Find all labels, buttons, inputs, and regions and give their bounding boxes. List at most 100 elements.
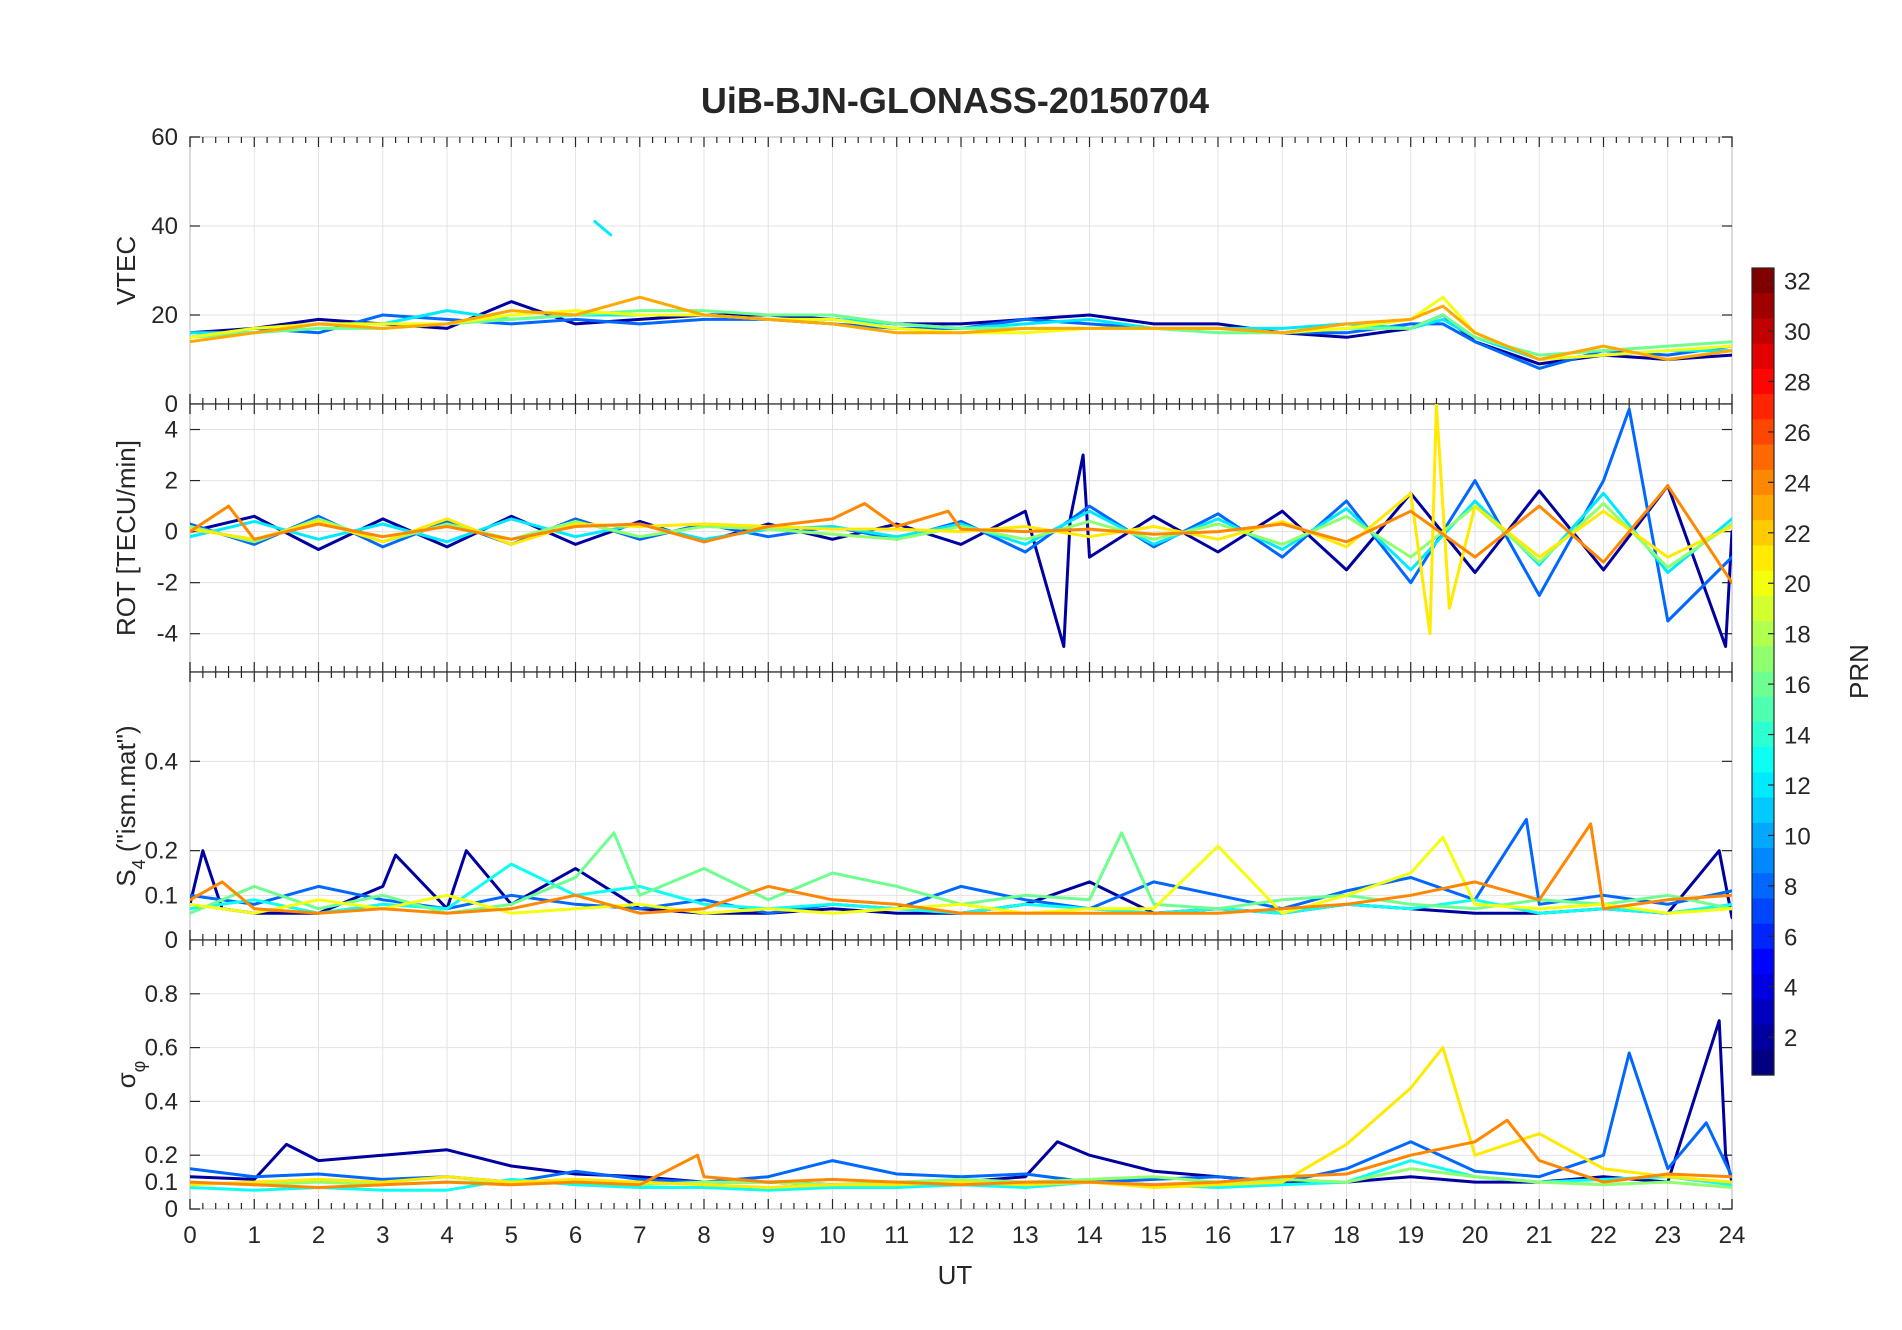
x-tick-label: 8 (697, 1222, 710, 1249)
colorbar-segment (1752, 368, 1774, 395)
colorbar-segment (1752, 671, 1774, 698)
y-tick-label: 60 (151, 124, 178, 151)
series-line-prn-23 (190, 295, 1732, 361)
vtec-outlier-segment (593, 220, 613, 237)
y-tick-label: 0.2 (145, 1142, 178, 1169)
series-group (190, 220, 1732, 370)
colorbar-tick-label: 14 (1784, 723, 1811, 750)
y-axis-label: S4 ("ism.mat") (111, 725, 149, 886)
colorbar-segment (1752, 1049, 1774, 1076)
colorbar-segment (1752, 595, 1774, 622)
x-tick-label: 22 (1590, 1222, 1617, 1249)
x-tick-label: 1 (248, 1222, 261, 1249)
colorbar-tick-label: 22 (1784, 521, 1811, 548)
colorbar-segment (1752, 898, 1774, 925)
colorbar-segment (1752, 293, 1774, 320)
colorbar-tick-label: 16 (1784, 672, 1811, 699)
x-tick-label: 19 (1397, 1222, 1424, 1249)
colorbar-label: PRN (1844, 644, 1874, 699)
y-tick-label: 0.6 (145, 1035, 178, 1062)
series-group (190, 1019, 1732, 1192)
colorbar-segment (1752, 419, 1774, 446)
y-tick-label: 2 (165, 468, 178, 495)
colorbar-segment (1752, 268, 1774, 294)
series-line-prn-24 (190, 822, 1732, 915)
colorbar-segment (1752, 873, 1774, 900)
subplot-rot: -4 -2 0 2 4 ROT [TECU/min] (111, 403, 1733, 673)
x-tick-label: 23 (1654, 1222, 1681, 1249)
colorbar-segment (1752, 721, 1774, 748)
y-axis-label: σφ (111, 1061, 149, 1089)
colorbar-tick-label: 24 (1784, 470, 1811, 497)
colorbar-segment (1752, 570, 1774, 597)
y-tick-label: 0.2 (145, 838, 178, 865)
colorbar-segment (1752, 621, 1774, 647)
x-tick-label: 10 (819, 1222, 846, 1249)
x-tick-label: 13 (1012, 1222, 1039, 1249)
x-tick-label: 14 (1076, 1222, 1103, 1249)
y-tick-label: 40 (151, 213, 178, 240)
colorbar-frame (1751, 267, 1775, 1076)
subplot-sigma: 00.10.2 0.4 0.6 0.8 σφ (111, 939, 1733, 1223)
x-axis-label: UT (938, 1260, 973, 1290)
colorbar-segment (1752, 545, 1774, 572)
colorbar-segment (1752, 923, 1774, 950)
x-tick-label: 2 (312, 1222, 325, 1249)
colorbar-segment (1752, 394, 1774, 420)
x-tick-label: 9 (762, 1222, 775, 1249)
series-line-prn-24 (190, 484, 1732, 585)
colorbar-segment (1752, 444, 1774, 471)
y-tick-label: 20 (151, 302, 178, 329)
series-line-prn-12 (190, 491, 1732, 574)
colorbar-segment (1752, 948, 1774, 975)
series-line-prn-8 (190, 817, 1732, 915)
x-tick-label: 20 (1462, 1222, 1489, 1249)
y-tick-label: 0 (165, 391, 178, 418)
colorbar-segment (1752, 974, 1774, 1000)
colorbar-tick-label: 10 (1784, 823, 1811, 850)
series-group (190, 404, 1732, 648)
x-tick-label: 21 (1526, 1222, 1553, 1249)
colorbar-segment (1752, 343, 1774, 370)
colorbar-tick-label: 12 (1784, 773, 1811, 800)
colorbar-segment (1752, 999, 1774, 1026)
y-tick-label: 0.1 (145, 882, 178, 909)
colorbar-tick-label: 4 (1784, 975, 1797, 1002)
colorbar-tick-label: 28 (1784, 369, 1811, 396)
x-tick-label: 12 (948, 1222, 975, 1249)
subplot-s4: 0 0.1 0.2 0.4S4 ("ism.mat") (111, 671, 1733, 954)
x-tick-label: 6 (569, 1222, 582, 1249)
colorbar-tick-label: 8 (1784, 874, 1797, 901)
x-tick-label: 0 (183, 1222, 196, 1249)
colorbar-segment (1752, 848, 1774, 874)
x-tick-label: 4 (440, 1222, 453, 1249)
series-line-prn-24 (190, 1118, 1732, 1189)
y-tick-label: 0 (165, 1196, 178, 1223)
colorbar-segment (1752, 696, 1774, 723)
y-tick-label: 0.4 (145, 748, 178, 775)
x-tick-label: 18 (1333, 1222, 1360, 1249)
colorbar-tick-label: 30 (1784, 319, 1811, 346)
colorbar-segment (1752, 318, 1774, 345)
colorbar-segment (1752, 772, 1774, 799)
x-tick-labels: 0 1 2 3 4 5 6 7 8 9 10 11 12 13 14 15 16 17 18 19 20 21 22 23 24 (183, 1222, 1745, 1249)
x-tick-label: 17 (1269, 1222, 1296, 1249)
x-tick-label: 5 (505, 1222, 518, 1249)
colorbar-tick-label: 26 (1784, 420, 1811, 447)
x-tick-label: 24 (1719, 1222, 1746, 1249)
colorbar-segment (1752, 494, 1774, 521)
series-line-prn-20 (190, 835, 1732, 915)
colorbar-segment (1752, 1024, 1774, 1051)
y-tick-label: -2 (157, 570, 178, 597)
colorbar-segment (1752, 822, 1774, 849)
series-line-prn-8 (190, 313, 1732, 370)
x-tick-label: 11 (884, 1222, 909, 1249)
y-tick-label: 0.1 (145, 1169, 178, 1196)
chart-title: UiB-BJN-GLONASS-20150704 (701, 80, 1209, 121)
colorbar-segment (1752, 469, 1774, 496)
colorbar-segment (1752, 520, 1774, 547)
x-tick-label: 3 (376, 1222, 389, 1249)
